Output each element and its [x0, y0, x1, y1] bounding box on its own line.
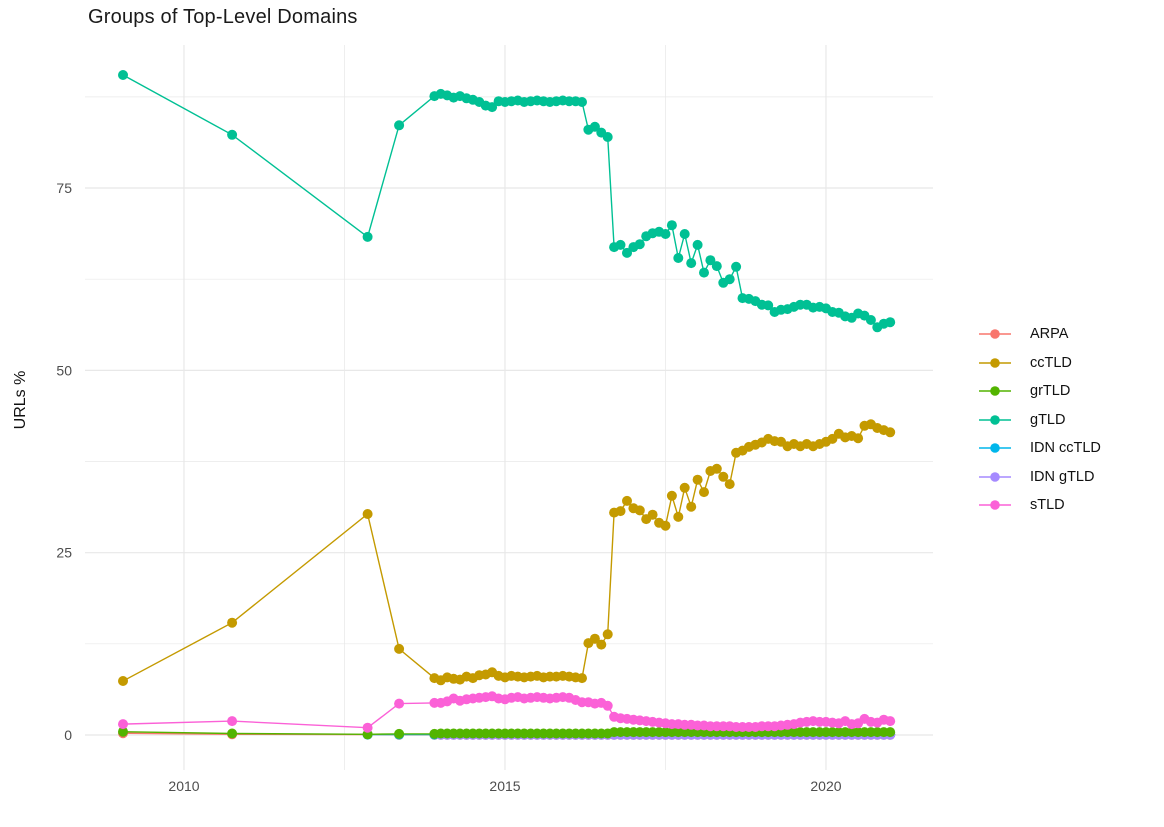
x-tick-label: 2020 — [810, 778, 841, 794]
gtld-legend-key-icon — [979, 414, 1011, 425]
legend-item-label: gTLD — [1030, 411, 1066, 428]
arpa-legend-key-icon — [979, 329, 1011, 340]
legend-item-grtld: grTLD — [978, 377, 1101, 406]
gtld-line — [122, 74, 891, 329]
idn-cctld-legend-key-icon — [979, 443, 1011, 454]
legend: ARPA ccTLD grTLD gTLD IDN ccTLD IDN gTLD sTLD — [978, 320, 1101, 520]
legend-item-gtld: gTLD — [978, 406, 1101, 435]
series-gtld — [118, 70, 896, 333]
stld-legend-key-icon — [979, 500, 1011, 511]
x-tick-label: 2010 — [168, 778, 199, 794]
legend-item-label: ARPA — [1030, 326, 1069, 343]
legend-item-label: IDN gTLD — [1030, 468, 1095, 485]
y-tick-label: 75 — [56, 180, 72, 196]
legend-item-label: IDN ccTLD — [1030, 440, 1101, 457]
y-tick-label: 0 — [64, 727, 72, 743]
legend-item-label: ccTLD — [1030, 354, 1072, 371]
cctld-legend-key-icon — [979, 357, 1011, 368]
x-tick-label: 2015 — [489, 778, 520, 794]
legend-item-cctld: ccTLD — [978, 349, 1101, 378]
idn-gtld-legend-key-icon — [979, 471, 1011, 482]
legend-item-label: sTLD — [1030, 497, 1065, 514]
legend-item-stld: sTLD — [978, 491, 1101, 520]
legend-item-idn-gtld: IDN gTLD — [978, 463, 1101, 492]
series-stld — [118, 691, 896, 733]
legend-item-arpa: ARPA — [978, 320, 1101, 349]
y-tick-label: 25 — [56, 545, 72, 561]
axis-tick-labels: 0 25 50 75 2010 2015 2020 — [56, 180, 841, 794]
legend-item-idn-cctld: IDN ccTLD — [978, 434, 1101, 463]
y-tick-label: 50 — [56, 362, 72, 378]
legend-item-label: grTLD — [1030, 383, 1071, 400]
series-cctld — [118, 419, 896, 686]
gridlines — [85, 45, 933, 770]
grtld-legend-key-icon — [979, 386, 1011, 397]
chart-title: Groups of Top-Level Domains — [88, 6, 358, 28]
